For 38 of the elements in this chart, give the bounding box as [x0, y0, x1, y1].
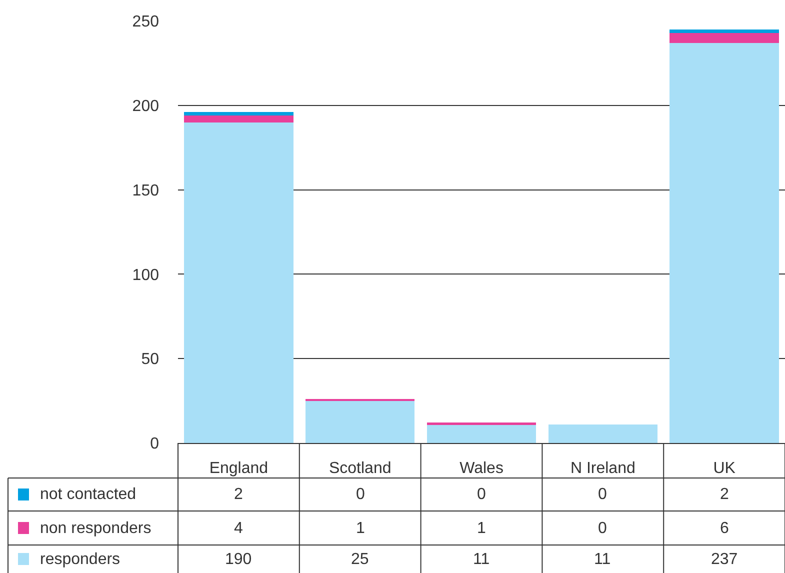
- data-label: 6: [720, 520, 729, 537]
- x-tick-label: N Ireland: [570, 460, 636, 478]
- bar: [426, 424, 536, 443]
- y-tick-label: 200: [132, 98, 160, 115]
- data-label: 190: [225, 551, 252, 568]
- data-label: 4: [234, 520, 243, 537]
- data-label: 11: [594, 551, 611, 568]
- data-label: 25: [351, 551, 369, 568]
- legend-label: non responders: [40, 520, 152, 537]
- bar: [548, 424, 658, 443]
- data-label: 1: [356, 520, 365, 537]
- legend-label: not contacted: [40, 486, 136, 503]
- y-tick-label: 150: [132, 182, 160, 200]
- data-label: 2: [720, 486, 729, 503]
- data-label: 0: [598, 520, 607, 537]
- y-tick-label: 50: [141, 351, 160, 368]
- data-label: 0: [356, 486, 365, 503]
- x-tick-label: UK: [713, 460, 736, 478]
- bar: [184, 112, 294, 116]
- data-label: 237: [711, 551, 738, 568]
- bar: [184, 116, 294, 122]
- bar: [670, 29, 779, 33]
- data-label: 11: [473, 551, 490, 568]
- x-tick-label: England: [209, 460, 268, 478]
- y-tick-label: 100: [132, 266, 160, 284]
- legend-label: responders: [40, 551, 120, 568]
- x-tick-label: Scotland: [328, 460, 392, 478]
- data-label: 2: [234, 486, 243, 503]
- bar: [670, 42, 779, 443]
- bar: [184, 122, 294, 443]
- y-tick-label: 250: [132, 14, 160, 31]
- bar: [305, 400, 415, 443]
- y-tick-label: 0: [150, 436, 160, 453]
- data-label: 0: [598, 486, 607, 503]
- data-label: 0: [477, 486, 486, 503]
- data-label: 1: [477, 520, 486, 537]
- x-tick-label: Wales: [460, 460, 504, 478]
- bar: [670, 32, 779, 43]
